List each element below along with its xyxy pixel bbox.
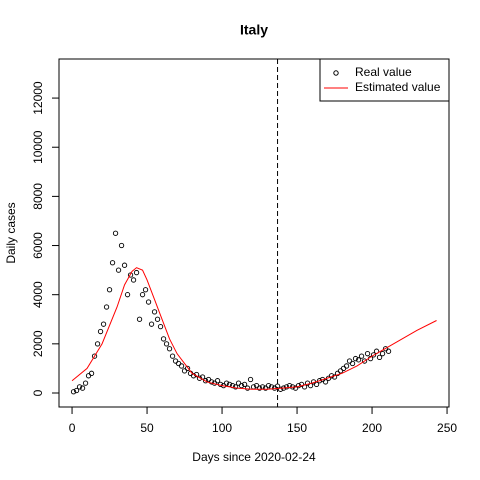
point [370,352,377,358]
point [157,323,164,330]
y-tick-label: 10000 [31,130,45,164]
point [133,269,140,276]
x-tick-label: 0 [69,421,76,435]
point [121,262,128,268]
y-tick-label: 0 [31,389,45,396]
x-tick-label: 200 [362,421,382,435]
point [244,385,251,391]
legend-symbol [333,70,339,76]
point [364,351,371,357]
point [238,382,245,389]
point [283,384,290,390]
line [71,267,437,390]
point [148,321,155,327]
point [88,370,95,376]
x-tick-label: 250 [437,421,457,435]
point [223,380,230,386]
point [166,346,173,352]
point [376,354,383,361]
point [184,365,191,372]
point [232,384,239,390]
chart-title: Italy [240,22,268,38]
point [139,292,146,298]
point [112,230,119,236]
point [343,363,350,369]
point [163,341,170,347]
point [145,299,152,305]
point [124,292,131,298]
point [109,260,116,266]
point [103,304,110,310]
y-axis-label: Daily cases [4,202,18,263]
point [154,316,161,322]
point [169,353,176,359]
point [118,242,125,249]
point [247,376,254,383]
legend-label: Real value [355,65,412,79]
point [130,277,137,283]
point [70,389,77,395]
point [214,378,221,384]
point [316,378,323,384]
point [379,351,386,357]
y-tick-label: 4000 [31,281,45,308]
point [79,385,86,391]
legend-label: Estimated value [355,80,441,94]
point [178,363,185,369]
y-tick-label: 8000 [31,183,45,210]
point [196,375,203,381]
point [136,316,143,322]
x-tick-label: 50 [140,421,154,435]
y-tick-label: 2000 [31,330,45,357]
point [322,379,329,385]
x-axis-label: Days since 2020-02-24 [192,450,316,464]
point [256,385,263,391]
point [151,309,158,315]
point [106,287,113,293]
point [352,355,359,362]
point [94,341,101,347]
point [160,336,167,342]
point [358,353,365,359]
point [100,321,107,327]
x-tick-label: 100 [212,421,232,435]
point [355,357,362,363]
point [97,328,104,335]
y-tick-label: 12000 [31,81,45,115]
point [202,378,209,384]
point [142,287,149,293]
point [277,386,284,392]
y-tick-label: 6000 [31,232,45,259]
point [73,387,80,394]
point [127,272,134,278]
point [385,348,392,354]
point [241,381,248,388]
legend-box [319,58,450,102]
point [265,382,272,389]
point [208,379,215,385]
point [91,353,98,359]
point [82,380,89,386]
point [115,267,122,273]
point [361,358,368,364]
plot-frame [58,58,450,408]
x-tick-label: 150 [287,421,307,435]
point [76,384,83,390]
point [349,360,356,367]
